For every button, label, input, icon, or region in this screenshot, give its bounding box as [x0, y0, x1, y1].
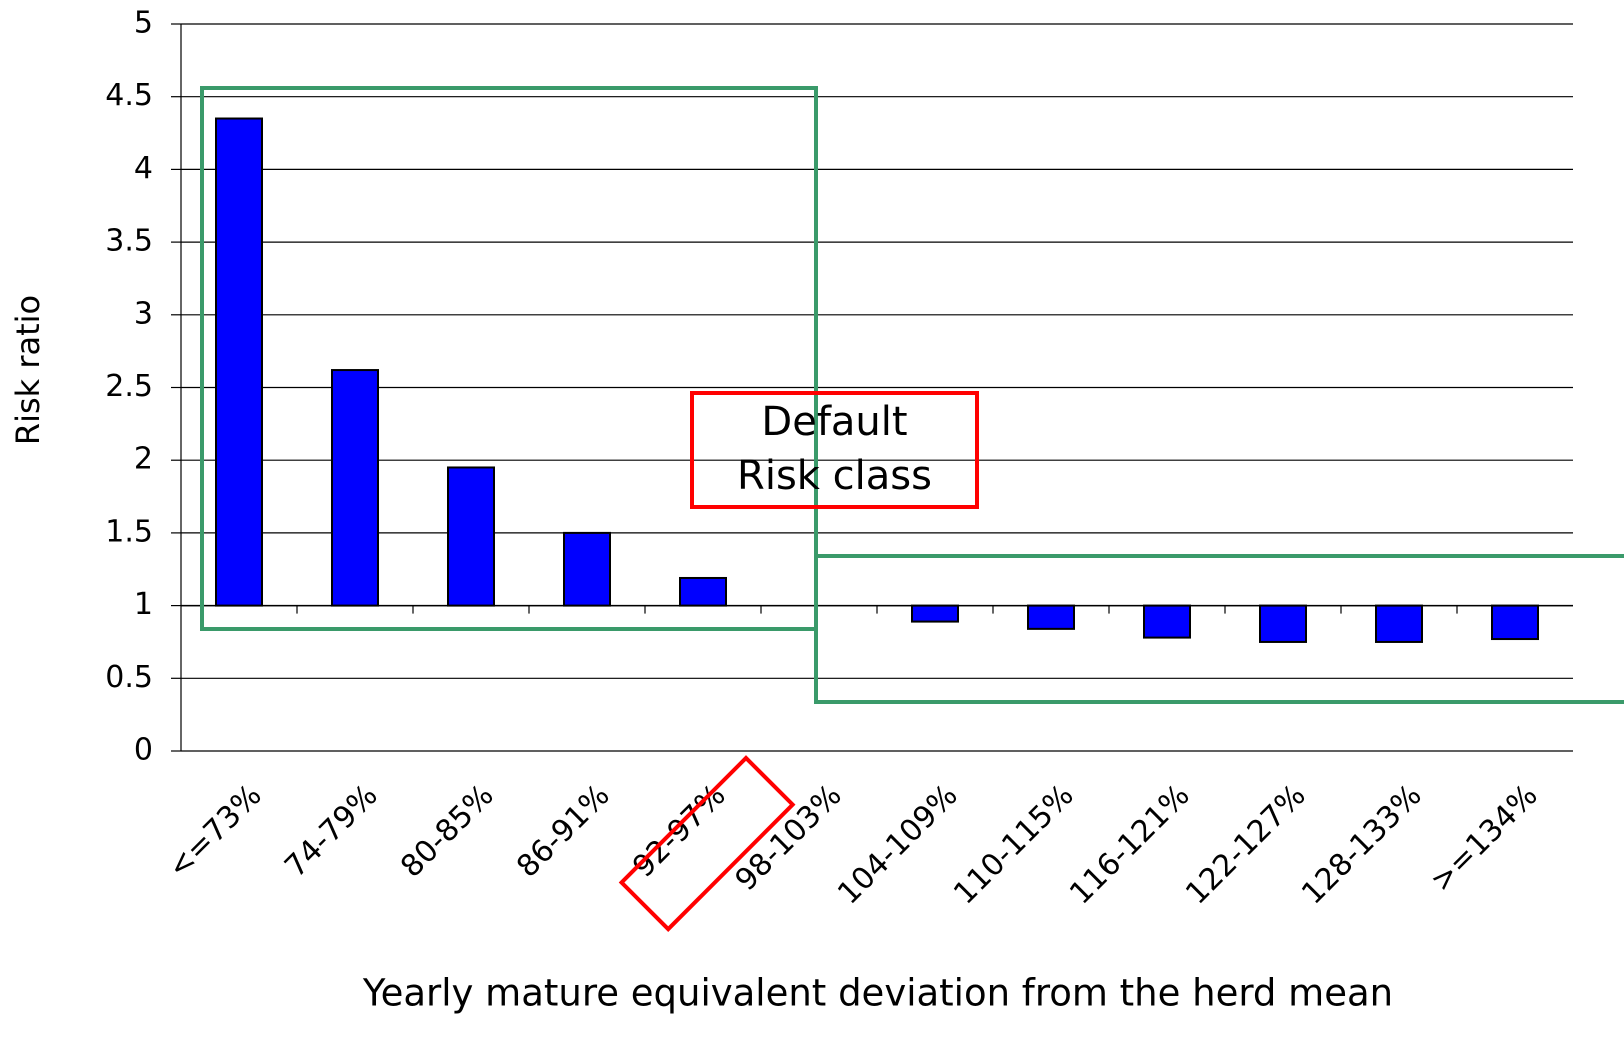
x-axis-label: Yearly mature equivalent deviation from … — [362, 972, 1393, 1015]
bar — [679, 576, 727, 607]
annotation-box — [690, 391, 979, 509]
bar — [563, 531, 611, 607]
group-box-low — [814, 554, 1624, 704]
bar — [1491, 604, 1539, 641]
y-tick-label: 1 — [134, 587, 153, 622]
group-box-high — [200, 86, 818, 631]
y-tick-label: 4 — [134, 151, 153, 186]
y-tick-label: 0 — [134, 733, 153, 768]
y-tick-label: 3.5 — [105, 224, 153, 259]
bar — [1027, 604, 1075, 630]
annotation-wrap: Default Risk class — [737, 399, 932, 499]
annotation: Default Risk class — [737, 399, 932, 499]
bar — [1143, 604, 1191, 639]
bar — [331, 369, 379, 607]
y-axis-label: Risk ratio — [9, 295, 47, 445]
y-tick-label: 2 — [134, 442, 153, 477]
y-tick-label: 1.5 — [105, 514, 153, 549]
highlight-box — [618, 755, 796, 932]
y-tick-label: 2.5 — [105, 369, 153, 404]
bar — [215, 117, 263, 607]
bar — [447, 466, 495, 607]
y-tick-label: 0.5 — [105, 660, 153, 695]
y-tick-label: 5 — [134, 6, 153, 41]
bar — [1259, 604, 1307, 643]
y-tick-label: 4.5 — [105, 78, 153, 113]
bar — [911, 604, 959, 623]
y-tick-label: 3 — [134, 296, 153, 331]
bar — [1375, 604, 1423, 643]
